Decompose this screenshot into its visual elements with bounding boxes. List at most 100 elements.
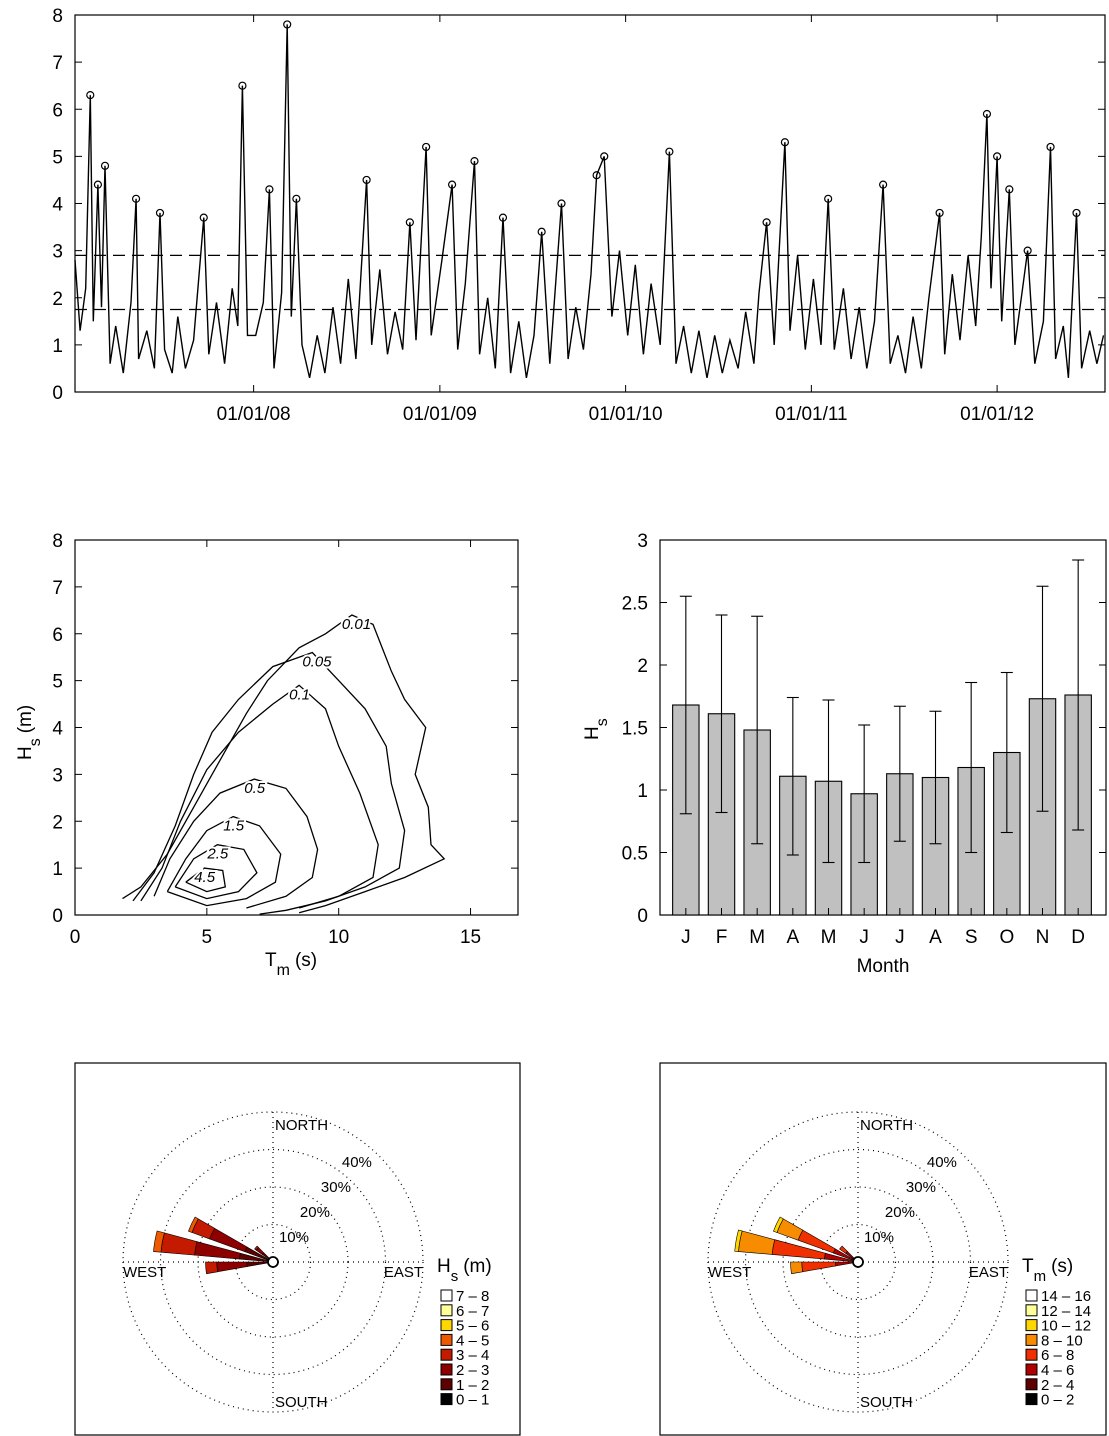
- peak-marker: [405, 218, 414, 227]
- legend-label: 3 – 4: [456, 1347, 489, 1364]
- legend-swatch: [440, 1363, 453, 1376]
- ring-label: 10%: [864, 1229, 894, 1246]
- ring-label: 10%: [279, 1229, 309, 1246]
- peak-marker: [86, 91, 95, 100]
- legend-title-sub: s: [451, 1268, 459, 1285]
- compass-label: WEST: [708, 1264, 751, 1281]
- ring-label: 20%: [300, 1204, 330, 1221]
- y-tick-label: 8: [52, 531, 63, 552]
- contour-line: [153, 778, 319, 909]
- legend-label: 5 – 6: [456, 1318, 489, 1335]
- x-axis-label-unit: (s): [295, 950, 317, 971]
- compass-label: SOUTH: [860, 1394, 913, 1411]
- x-tick-label: 5: [202, 927, 213, 948]
- peak-marker: [592, 171, 601, 180]
- y-tick-label: 1: [637, 781, 648, 802]
- contour-label: 1.5: [223, 818, 245, 835]
- rose-wedge: [734, 1229, 743, 1252]
- legend-label: 2 – 4: [1041, 1377, 1074, 1394]
- y-tick-label: 3: [52, 765, 63, 786]
- x-tick-label: M: [821, 927, 837, 948]
- legend-swatch: [1025, 1363, 1038, 1376]
- y-tick-label: 1.5: [622, 719, 648, 740]
- y-tick-label: 6: [52, 100, 63, 121]
- contour-label: 4.5: [194, 869, 216, 886]
- peak-marker: [199, 213, 208, 222]
- legend-swatch: [1025, 1333, 1038, 1346]
- y-tick-label: 0: [637, 906, 648, 927]
- legend-label: 4 – 6: [1041, 1362, 1074, 1379]
- rose-wedge: [160, 1232, 198, 1256]
- compass-label: EAST: [969, 1264, 1008, 1281]
- legend-label: 4 – 5: [456, 1332, 489, 1349]
- y-tick-label: 5: [52, 672, 63, 693]
- legend-title-base: T: [1022, 1256, 1034, 1277]
- legend-label: 10 – 12: [1041, 1318, 1091, 1335]
- y-tick-label: 3: [52, 242, 63, 263]
- legend-label: 1 – 2: [456, 1377, 489, 1394]
- axes-frame: [74, 1062, 521, 1436]
- legend-label: 14 – 16: [1041, 1288, 1091, 1305]
- y-tick-label: 6: [52, 625, 63, 646]
- polar-ring: [122, 1111, 424, 1413]
- y-axis-label: Hs (m): [15, 705, 44, 760]
- x-tick-label: F: [716, 927, 728, 948]
- y-tick-label: 7: [52, 578, 63, 599]
- legend-label: 12 – 14: [1041, 1303, 1091, 1320]
- x-tick-label: 01/01/09: [403, 404, 477, 425]
- peak-marker: [824, 194, 833, 203]
- rose-wedge: [216, 1261, 248, 1273]
- peak-marker: [100, 161, 110, 170]
- legend-label: 8 – 10: [1041, 1332, 1083, 1349]
- legend-title-sub: m: [1034, 1268, 1047, 1285]
- rose-wedge: [153, 1230, 165, 1253]
- y-tick-label: 2.5: [622, 594, 648, 615]
- peak-marker: [665, 147, 674, 156]
- ring-label: 30%: [906, 1179, 936, 1196]
- compass-label: NORTH: [860, 1117, 913, 1134]
- legend-title: Hs (m): [437, 1256, 492, 1285]
- x-tick-label: 01/01/11: [775, 404, 848, 425]
- rose-wedge: [835, 1261, 855, 1267]
- polar-ring: [197, 1186, 349, 1338]
- x-tick-label: 10: [328, 927, 349, 948]
- y-tick-label: 5: [52, 147, 63, 168]
- x-tick-label: S: [965, 927, 978, 948]
- legend-swatch: [440, 1319, 453, 1332]
- y-axis-label-base: H: [15, 746, 36, 760]
- y-tick-label: 1: [52, 859, 63, 880]
- contour-label: 0.1: [289, 686, 310, 703]
- legend-swatch: [440, 1378, 453, 1391]
- wave-height-line: [74, 24, 1105, 379]
- compass-label: NORTH: [275, 1117, 328, 1134]
- x-axis-label-sub: m: [277, 962, 290, 979]
- axes-frame: [74, 14, 1106, 393]
- x-axis-label: Tm (s): [265, 950, 317, 979]
- peak-marker: [982, 109, 992, 119]
- peak-marker: [879, 180, 888, 189]
- x-tick-label: 01/01/08: [217, 404, 291, 425]
- legend-swatch: [1025, 1378, 1038, 1391]
- axes-frame: [74, 539, 519, 916]
- rose-center: [852, 1256, 864, 1268]
- rose-wedge: [738, 1230, 776, 1255]
- polar-ring: [744, 1148, 972, 1376]
- peak-marker: [1046, 142, 1055, 152]
- compass-label: WEST: [123, 1264, 166, 1281]
- legend-swatch: [1025, 1348, 1038, 1361]
- rose-wedge: [790, 1261, 803, 1275]
- peak-marker: [265, 185, 274, 194]
- x-tick-label: 01/01/12: [960, 404, 1034, 425]
- rose-wedge: [773, 1216, 784, 1233]
- contour-label: 0.5: [244, 780, 266, 797]
- polar-ring: [707, 1111, 1009, 1413]
- y-axis-label-unit: (m): [15, 705, 36, 733]
- x-tick-label: 15: [460, 927, 481, 948]
- x-tick-label: 01/01/10: [589, 404, 663, 425]
- contour-label: 0.05: [302, 654, 332, 671]
- y-tick-label: 0.5: [622, 844, 648, 865]
- peak-marker: [422, 142, 431, 152]
- peak-marker: [447, 180, 457, 189]
- x-tick-label: M: [749, 927, 765, 948]
